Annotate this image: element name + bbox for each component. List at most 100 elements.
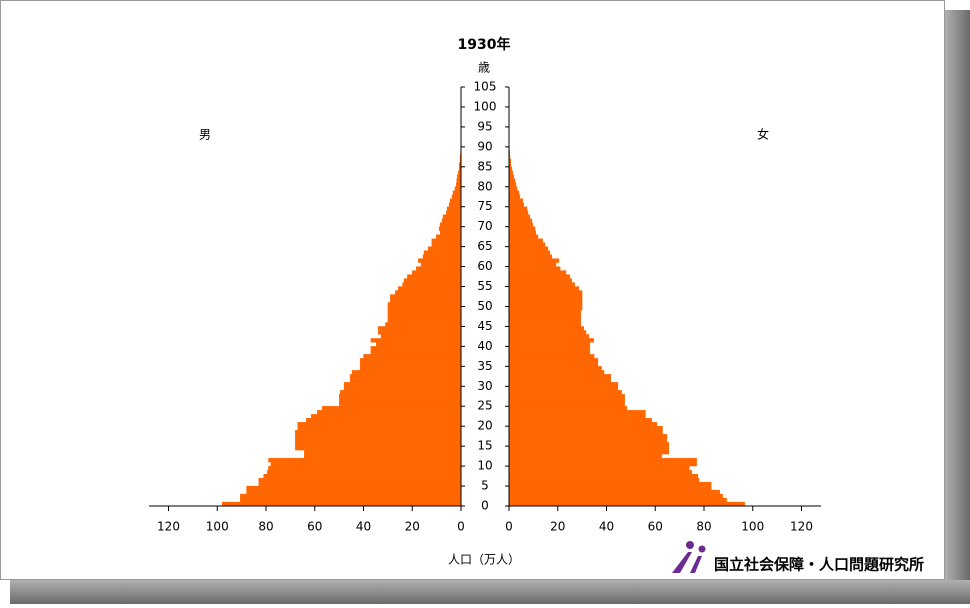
x-tick-label: 80 (696, 520, 711, 534)
legend-label: 女 (757, 127, 769, 142)
bar (378, 326, 461, 330)
bar (509, 350, 590, 354)
bar (509, 199, 523, 203)
bar (378, 330, 461, 334)
bar (509, 302, 582, 306)
bar (509, 386, 618, 390)
bar (509, 402, 625, 406)
x-tick-label: 20 (405, 520, 420, 534)
bar (509, 259, 559, 263)
bar (295, 446, 461, 450)
frame-shadow (10, 580, 970, 604)
bar (509, 494, 723, 498)
x-tick-label: 0 (457, 520, 465, 534)
bar (509, 227, 535, 231)
bar (388, 302, 461, 306)
bar (388, 314, 461, 318)
bar (509, 326, 584, 330)
bar (428, 247, 461, 251)
y-tick-label: 0 (481, 499, 489, 513)
x-axis-label: 人口（万人） (448, 553, 520, 567)
bar (509, 418, 652, 422)
frame-shadow (945, 10, 970, 604)
bar (509, 498, 727, 502)
bar (509, 179, 515, 183)
y-axis-label: 歳 (478, 61, 490, 75)
bar (360, 362, 461, 366)
y-tick-label: 90 (477, 139, 492, 153)
y-tick-label: 30 (477, 379, 492, 393)
y-tick-label: 70 (477, 219, 492, 233)
bar (247, 490, 462, 494)
bar (509, 354, 594, 358)
bar (509, 486, 711, 490)
bar (509, 502, 745, 506)
bar (509, 394, 625, 398)
bar (446, 211, 461, 215)
bar (509, 330, 586, 334)
bar (509, 187, 517, 191)
bar (509, 243, 545, 247)
bar (509, 362, 598, 366)
bar (259, 478, 461, 482)
y-tick-label: 100 (474, 99, 497, 113)
bar (407, 275, 461, 279)
bar (268, 466, 461, 470)
bar (447, 207, 461, 211)
x-tick-label: 60 (648, 520, 663, 534)
bar (385, 322, 461, 326)
y-tick-label: 5 (481, 479, 489, 493)
bar (509, 283, 575, 287)
bar (449, 203, 461, 207)
bar (509, 275, 570, 279)
bar (509, 314, 581, 318)
bar (509, 239, 543, 243)
bar (306, 418, 461, 422)
bar (418, 259, 461, 263)
bar (350, 378, 461, 382)
bar (267, 470, 461, 474)
y-tick-label: 15 (477, 439, 492, 453)
y-tick-label: 20 (477, 419, 492, 433)
bar (509, 223, 533, 227)
bar (509, 255, 552, 259)
bar (440, 231, 461, 235)
bar (259, 482, 461, 486)
bar (295, 430, 461, 434)
bar (509, 378, 611, 382)
bar (509, 450, 669, 454)
bar (247, 486, 462, 490)
bar (317, 410, 461, 414)
bar (509, 203, 524, 207)
bar (424, 251, 461, 255)
bar (298, 422, 461, 426)
x-tick-label: 80 (258, 520, 273, 534)
x-tick-label: 120 (790, 520, 813, 534)
bar (442, 219, 461, 223)
bar (350, 374, 461, 378)
chart-title: 1930年 (458, 36, 511, 53)
bar (376, 342, 461, 346)
x-tick-label: 60 (307, 520, 322, 534)
bar (509, 462, 697, 466)
bar (360, 366, 461, 370)
bar (509, 215, 530, 219)
bar (509, 231, 536, 235)
bar (509, 466, 689, 470)
x-tick-label: 40 (356, 520, 371, 534)
bar (311, 414, 461, 418)
bar (509, 175, 514, 179)
bar (509, 446, 669, 450)
bar (268, 458, 461, 462)
bar (360, 358, 461, 362)
bar (344, 382, 461, 386)
bar (264, 474, 461, 478)
bar (352, 370, 461, 374)
bar (509, 390, 622, 394)
bar (509, 478, 699, 482)
y-tick-label: 65 (477, 239, 492, 253)
bar (509, 251, 550, 255)
bar (509, 430, 663, 434)
bar (509, 346, 590, 350)
